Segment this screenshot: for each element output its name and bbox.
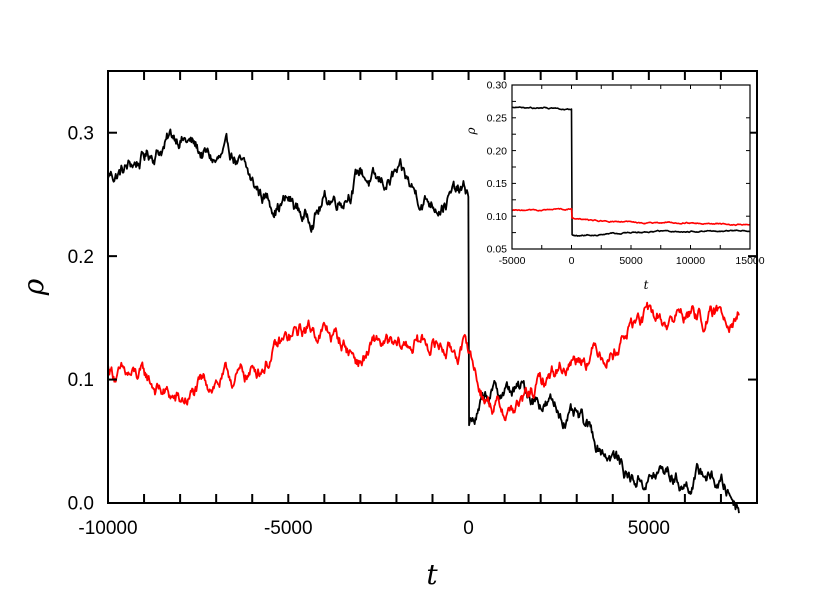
- inset-x-tick-label: 15000: [735, 255, 764, 267]
- main-plot: -10000 -5000 0 5000 0.0 0.1 0.2 0.3 t ρ: [17, 70, 758, 591]
- main-x-tick-label: 0: [463, 518, 474, 539]
- main-y-tick-label: 0.2: [68, 247, 94, 268]
- main-series-line-2: [107, 301, 740, 422]
- inset-x-tick-label: 10000: [676, 255, 705, 267]
- inset-y-axis-label: ρ: [464, 127, 478, 135]
- main-y-tick-label: 0.1: [68, 370, 94, 391]
- main-series-line-1: [107, 128, 740, 514]
- main-y-axis-label: ρ: [17, 278, 50, 296]
- inset-y-tick-label: 0.15: [487, 178, 508, 190]
- inset-y-tick-label: 0.20: [487, 145, 508, 157]
- inset-x-tick-label: 0: [569, 255, 575, 267]
- inset-y-tick-label: 0.30: [487, 80, 508, 92]
- inset-series-line-2: [511, 207, 751, 227]
- inset-x-axis-label: t: [644, 278, 649, 292]
- inset-plot: -5000 0 5000 10000 15000 0.05 0.10 0.15 0.20 0.25…: [464, 80, 765, 292]
- main-y-tick-label: 0.3: [68, 123, 94, 144]
- inset-y-tick-label: 0.25: [487, 112, 508, 124]
- main-x-tick-label: 5000: [628, 518, 670, 539]
- inset-y-tick-label: 0.10: [487, 211, 508, 223]
- main-x-tick-label: -10000: [78, 518, 137, 539]
- inset-series-line-1: [511, 106, 751, 237]
- main-x-axis-label: t: [426, 558, 438, 591]
- inset-y-tick-label: 0.05: [487, 244, 508, 256]
- main-y-tick-label: 0.0: [68, 494, 94, 515]
- inset-x-tick-label: 5000: [619, 255, 643, 267]
- main-x-tick-label: -5000: [264, 518, 313, 539]
- inset-x-tick-label: -5000: [499, 255, 526, 267]
